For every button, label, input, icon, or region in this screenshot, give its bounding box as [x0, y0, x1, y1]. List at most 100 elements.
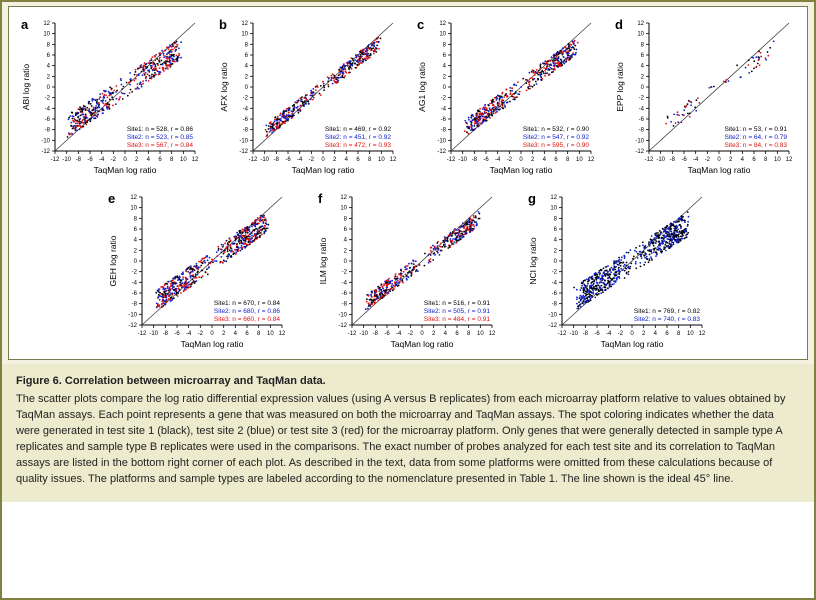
- svg-text:6: 6: [158, 157, 162, 163]
- svg-text:4: 4: [554, 238, 558, 244]
- svg-text:-8: -8: [670, 157, 676, 163]
- svg-text:6: 6: [245, 53, 249, 59]
- svg-text:-12: -12: [437, 149, 446, 155]
- svg-text:4: 4: [134, 238, 138, 244]
- svg-text:4: 4: [443, 64, 447, 70]
- svg-text:-6: -6: [45, 117, 51, 123]
- panel-letter: f: [318, 191, 323, 206]
- x-axis-label: TaqMan log ratio: [601, 339, 664, 349]
- panel-letter: a: [21, 17, 29, 32]
- svg-text:-6: -6: [441, 117, 447, 123]
- svg-text:12: 12: [390, 157, 397, 163]
- svg-text:8: 8: [245, 42, 249, 48]
- scatter-panel-c: -12-10-8-6-4-2024681012-12-10-8-6-4-2024…: [411, 13, 603, 183]
- svg-text:12: 12: [489, 331, 496, 337]
- svg-text:8: 8: [257, 331, 261, 337]
- site-legend-line: Site1: n = 516, r = 0.91: [424, 300, 491, 307]
- scatter-panel-d: -12-10-8-6-4-2024681012-12-10-8-6-4-2024…: [609, 13, 801, 183]
- site-legend-line: Site3: n = 595, r = 0.90: [523, 142, 590, 149]
- svg-text:-4: -4: [495, 157, 501, 163]
- svg-text:-10: -10: [569, 331, 578, 337]
- svg-text:12: 12: [439, 21, 446, 27]
- svg-text:-6: -6: [243, 117, 249, 123]
- svg-text:10: 10: [267, 331, 274, 337]
- scatter-panel-e: -12-10-8-6-4-2024681012-12-10-8-6-4-2024…: [102, 187, 294, 357]
- svg-text:10: 10: [43, 32, 50, 38]
- svg-text:-10: -10: [41, 138, 50, 144]
- svg-text:6: 6: [554, 157, 558, 163]
- svg-text:-2: -2: [441, 96, 447, 102]
- y-axis-label: AG1 log ratio: [417, 62, 427, 112]
- panel-letter: c: [417, 17, 424, 32]
- svg-text:0: 0: [245, 85, 249, 91]
- svg-text:10: 10: [774, 157, 781, 163]
- svg-text:6: 6: [455, 331, 459, 337]
- svg-text:2: 2: [642, 331, 646, 337]
- scatter-plot: -12-10-8-6-4-2024681012-12-10-8-6-4-2024…: [522, 187, 714, 357]
- svg-text:12: 12: [130, 195, 137, 201]
- svg-text:8: 8: [554, 216, 558, 222]
- svg-text:10: 10: [477, 331, 484, 337]
- site-legend-line: Site3: n = 567, r = 0.84: [127, 142, 194, 149]
- svg-text:-10: -10: [149, 331, 158, 337]
- svg-text:0: 0: [321, 157, 325, 163]
- svg-text:-10: -10: [128, 312, 137, 318]
- site-legend-line: Site1: n = 469, r = 0.92: [325, 126, 392, 133]
- svg-text:-12: -12: [635, 149, 644, 155]
- scatter-plot: -12-10-8-6-4-2024681012-12-10-8-6-4-2024…: [609, 13, 801, 183]
- chart-region: -12 -10 -8 -6 -4 -2 0 2 4 6 8 10 12 -12 -10 -8 -6 -4 -2 0 2 4…: [2, 2, 814, 364]
- svg-text:-6: -6: [342, 291, 348, 297]
- svg-text:12: 12: [241, 21, 248, 27]
- y-axis-label: EPP log ratio: [615, 62, 625, 112]
- svg-text:8: 8: [677, 331, 681, 337]
- svg-text:-2: -2: [408, 331, 414, 337]
- caption-body: The scatter plots compare the log ratio …: [16, 392, 800, 488]
- svg-text:-2: -2: [243, 96, 249, 102]
- svg-text:-12: -12: [348, 331, 357, 337]
- svg-text:6: 6: [344, 227, 348, 233]
- svg-text:0: 0: [717, 157, 721, 163]
- svg-text:12: 12: [43, 21, 50, 27]
- svg-text:10: 10: [687, 331, 694, 337]
- svg-text:0: 0: [554, 259, 558, 265]
- svg-text:12: 12: [786, 157, 793, 163]
- svg-text:8: 8: [134, 216, 138, 222]
- scatter-plot: -12-10-8-6-4-2024681012-12-10-8-6-4-2024…: [312, 187, 504, 357]
- site-legend-line: Site1: n = 670, r = 0.84: [214, 300, 281, 307]
- svg-text:-4: -4: [396, 331, 402, 337]
- svg-text:6: 6: [752, 157, 756, 163]
- x-axis-label: TaqMan log ratio: [292, 165, 355, 175]
- svg-text:4: 4: [345, 157, 349, 163]
- svg-text:12: 12: [637, 21, 644, 27]
- figure-caption: Figure 6. Correlation between microarray…: [2, 364, 814, 502]
- svg-text:2: 2: [134, 248, 138, 254]
- svg-text:-8: -8: [132, 302, 138, 308]
- site-legend-line: Site2: n = 505, r = 0.91: [424, 308, 491, 315]
- svg-text:10: 10: [576, 157, 583, 163]
- svg-text:-4: -4: [639, 106, 645, 112]
- site-legend-line: Site2: n = 64, r = 0.79: [724, 134, 787, 141]
- svg-text:4: 4: [641, 64, 645, 70]
- svg-text:-6: -6: [384, 331, 390, 337]
- svg-text:2: 2: [729, 157, 733, 163]
- svg-text:0: 0: [443, 85, 447, 91]
- y-axis-label: GEH log ratio: [108, 235, 118, 286]
- panel-letter: d: [615, 17, 623, 32]
- svg-text:-10: -10: [437, 138, 446, 144]
- svg-text:-12: -12: [41, 149, 50, 155]
- svg-text:2: 2: [222, 331, 226, 337]
- panel-row-1: -12-10-8-6-4-2024681012-12-10-8-6-4-2024…: [13, 13, 803, 183]
- svg-text:8: 8: [641, 42, 645, 48]
- panel-row-2: -12-10-8-6-4-2024681012-12-10-8-6-4-2024…: [13, 187, 803, 357]
- svg-text:-4: -4: [441, 106, 447, 112]
- svg-text:-6: -6: [87, 157, 93, 163]
- svg-text:10: 10: [378, 157, 385, 163]
- svg-text:-2: -2: [111, 157, 117, 163]
- svg-text:-8: -8: [552, 302, 558, 308]
- svg-text:-8: -8: [76, 157, 82, 163]
- caption-title: Figure 6. Correlation between microarray…: [16, 374, 800, 390]
- svg-text:10: 10: [130, 206, 137, 212]
- svg-text:-4: -4: [342, 280, 348, 286]
- svg-text:0: 0: [630, 331, 634, 337]
- svg-text:-12: -12: [239, 149, 248, 155]
